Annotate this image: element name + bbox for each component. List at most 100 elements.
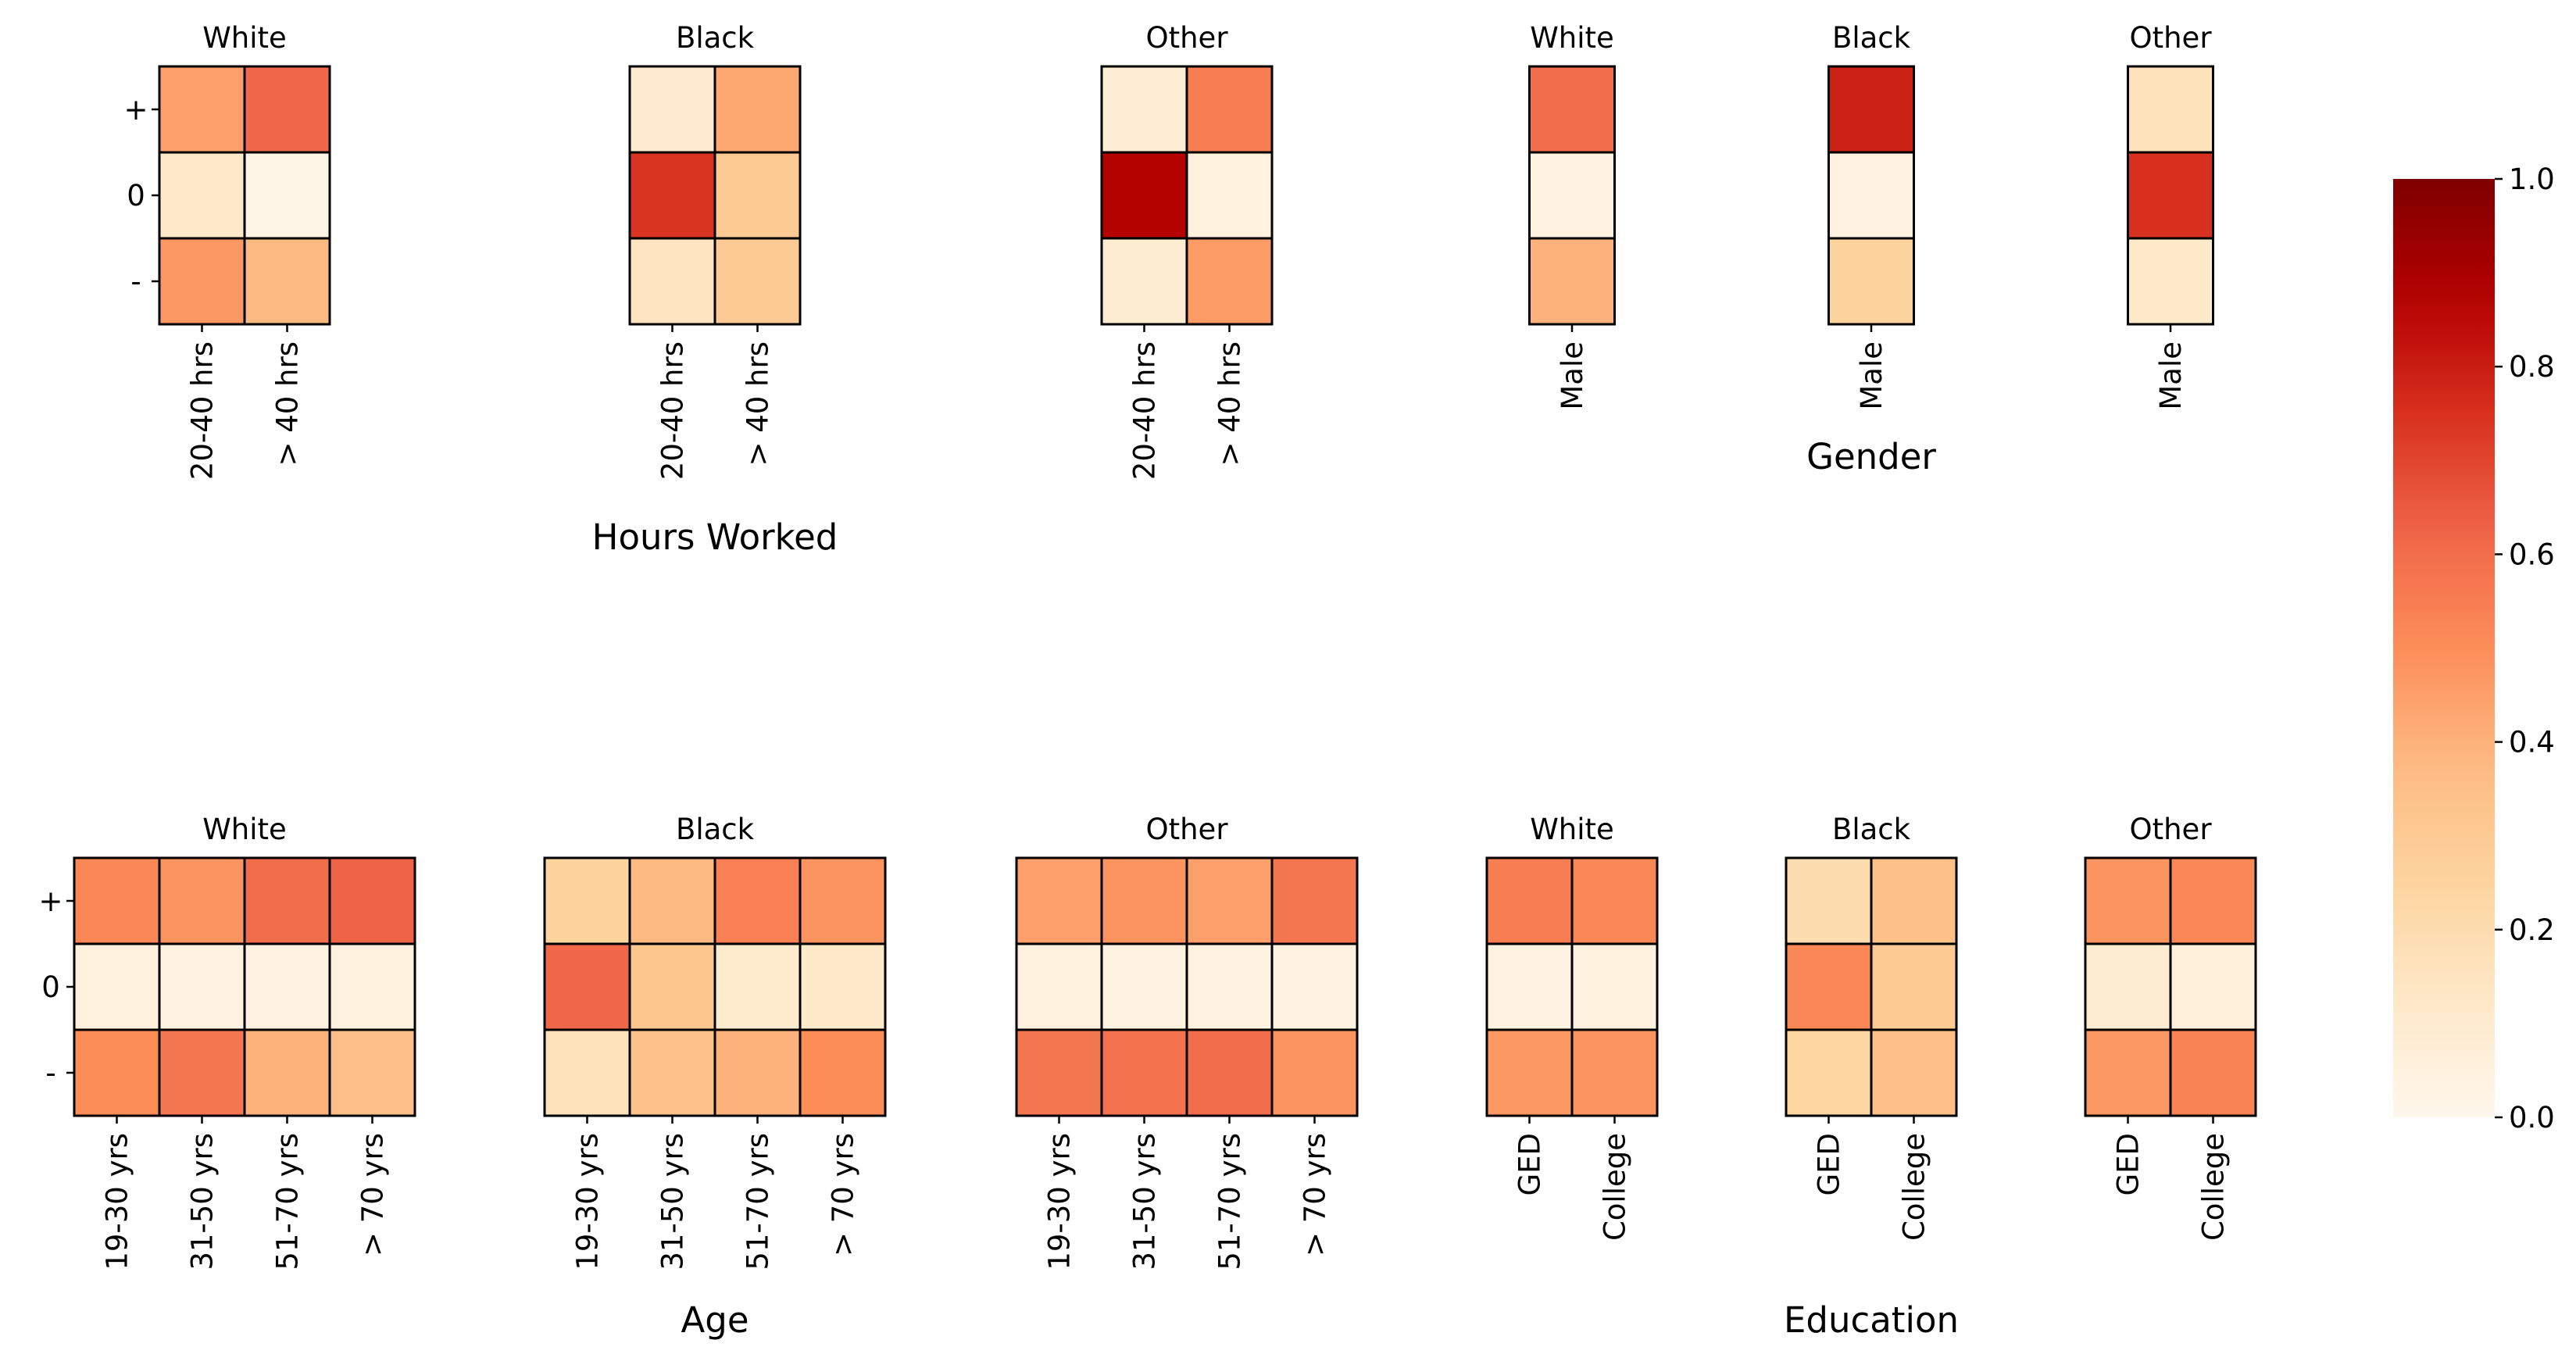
heatmap-panel: Other Male (2127, 21, 2214, 410)
heatmap-cell (628, 856, 716, 945)
y-tick-label: + (123, 93, 148, 127)
heatmap-cell (713, 1028, 802, 1117)
x-tick-label: 20-40 hrs (1128, 341, 1162, 480)
heatmap-cell (1785, 942, 1873, 1031)
heatmap-panel: Black GED College Education (1784, 813, 1959, 1341)
heatmap-cell (2084, 856, 2172, 945)
heatmap-panel: White GED College (1485, 813, 1659, 1241)
heatmap-cell (628, 65, 716, 154)
x-tick-label: 19-30 yrs (571, 1133, 605, 1270)
x-tick-label: GED (1513, 1133, 1547, 1196)
heatmap-cell (1870, 1028, 1958, 1117)
heatmap-cell (1827, 151, 1915, 240)
group-axis-label: Education (1784, 1299, 1959, 1341)
heatmap-cell (243, 237, 331, 326)
y-tick-label: - (45, 1056, 55, 1090)
heatmap-cell (1100, 65, 1188, 154)
heatmap-cell (1015, 856, 1103, 945)
heatmap-cell (2084, 1028, 2172, 1117)
panel-title: Black (1832, 21, 1911, 55)
panel-title: Other (1145, 21, 1228, 55)
group-axis-label: Gender (1806, 436, 1936, 477)
heatmap-cell (1485, 856, 1574, 945)
x-tick-label: 31-50 yrs (186, 1133, 220, 1270)
x-tick-label: 19-30 yrs (101, 1133, 134, 1270)
x-tick-label: College (2197, 1133, 2231, 1241)
heatmap-cell (2127, 151, 2214, 240)
x-tick-label: Male (1855, 341, 1888, 410)
heatmap-cell (1185, 942, 1274, 1031)
heatmap-cell (1185, 237, 1274, 326)
heatmap-cell (1827, 65, 1915, 154)
panel-title: Black (676, 813, 755, 846)
x-tick-label: 20-40 hrs (186, 341, 220, 480)
panel-title: Black (676, 21, 755, 55)
heatmap-cell (243, 65, 331, 154)
heatmap-cell (158, 151, 246, 240)
panel-frame (543, 856, 887, 1117)
heatmap-cell (713, 151, 802, 240)
heatmap-cell (158, 942, 246, 1031)
heatmap-cell (543, 942, 631, 1031)
heatmap-cell (628, 1028, 716, 1117)
heatmap-cell (1870, 942, 1958, 1031)
heatmap-cell (158, 65, 246, 154)
heatmap-cell (543, 856, 631, 945)
colorbar-tick-label: 1.0 (2509, 163, 2555, 196)
heatmap-cell (628, 151, 716, 240)
heatmap-panel: Black Male Gender (1806, 21, 1936, 477)
x-tick-label: College (1898, 1133, 1931, 1241)
heatmap-panel: Black 20-40 hrs > 40 hrs Hours Worked (592, 21, 838, 558)
heatmap-cell (2169, 942, 2257, 1031)
heatmap-cell (1827, 237, 1915, 326)
heatmap-cell (158, 856, 246, 945)
group-axis-label: Hours Worked (592, 516, 838, 558)
x-tick-label: 19-30 yrs (1043, 1133, 1077, 1270)
heatmap-cell (1870, 856, 1958, 945)
heatmap-cell (73, 942, 161, 1031)
heatmap-cell (799, 1028, 887, 1117)
heatmap-cell (2084, 942, 2172, 1031)
heatmap-cell (1785, 856, 1873, 945)
heatmap-panel: White +0 - 20-40 hrs > 40 hrs (123, 21, 331, 480)
panel-title: White (202, 813, 287, 846)
heatmap-cell (328, 1028, 416, 1117)
x-tick-label: > 40 hrs (271, 341, 305, 466)
colorbar-tick-label: 0.6 (2509, 538, 2555, 571)
heatmap-cell (1015, 942, 1103, 1031)
heatmap-cell (713, 942, 802, 1031)
heatmap-cell (1100, 856, 1188, 945)
x-tick-label: > 70 yrs (827, 1133, 860, 1256)
panel-frame (1015, 856, 1359, 1117)
heatmap-cell (713, 65, 802, 154)
heatmap-panel: White +0 - 19-30 yrs 31-50 yrs 51-70 yrs > 70 … (38, 813, 416, 1270)
heatmap-cell (243, 151, 331, 240)
heatmap-cell (1570, 942, 1659, 1031)
heatmap-cell (328, 942, 416, 1031)
x-tick-label: 31-50 yrs (656, 1133, 690, 1270)
panel-title: White (202, 21, 287, 55)
colorbar-gradient (2393, 179, 2495, 1117)
colorbar-tick-label: 0.8 (2509, 350, 2555, 384)
y-tick-label: 0 (41, 970, 60, 1004)
heatmap-cell (799, 856, 887, 945)
heatmap-cell (1570, 856, 1659, 945)
panel-frame (1785, 856, 1958, 1117)
heatmap-cell (73, 1028, 161, 1117)
group-axis-label: Age (681, 1299, 749, 1341)
heatmap-cell (158, 237, 246, 326)
heatmap-cell (1185, 151, 1274, 240)
heatmap-cell (158, 1028, 246, 1117)
heatmap-cell (2169, 856, 2257, 945)
x-tick-label: 51-70 yrs (271, 1133, 305, 1270)
x-tick-label: Male (1556, 341, 1589, 410)
x-tick-label: Male (2154, 341, 2188, 410)
heatmap-cell (628, 237, 716, 326)
colorbar-tick-label: 0.4 (2509, 726, 2555, 759)
panel-frame (1485, 856, 1659, 1117)
heatmap-panel: White Male (1528, 21, 1616, 410)
colorbar: 0.0 0.2 0.4 0.6 0.8 1.0 (2393, 163, 2555, 1135)
heatmap-cell (1528, 65, 1616, 154)
x-tick-label: College (1599, 1133, 1632, 1241)
